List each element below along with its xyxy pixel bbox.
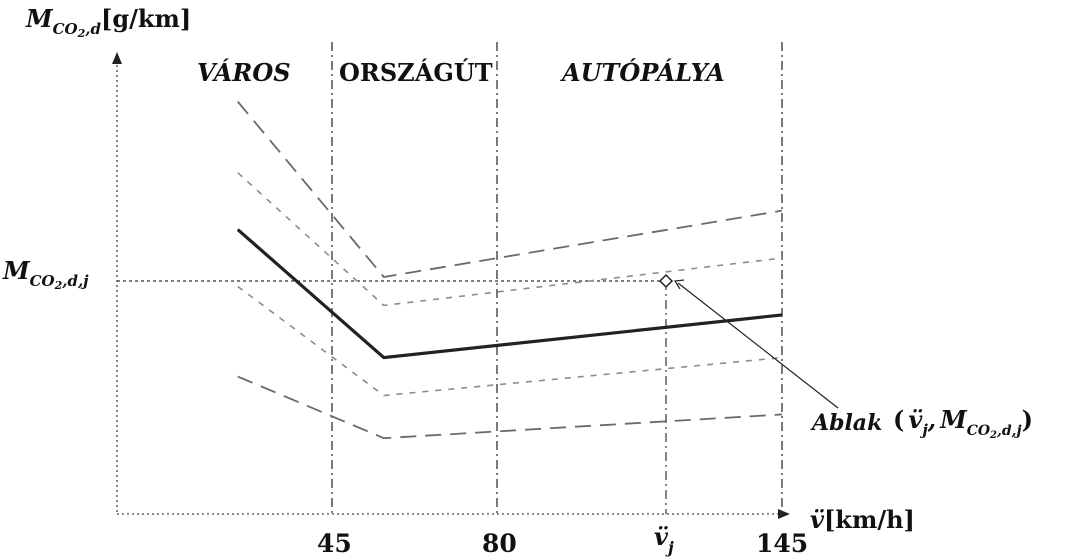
y-marker-sub: CO bbox=[30, 272, 55, 290]
series-line-4-dotted bbox=[237, 285, 783, 397]
annotation-arrow-icon bbox=[673, 279, 685, 290]
annotation-m: M bbox=[939, 405, 968, 434]
annotation-m-sub2: 2 bbox=[989, 430, 997, 441]
series-line-1-solid-bold bbox=[236, 228, 783, 360]
window-point-marker bbox=[658, 273, 674, 289]
annotation-close: ) bbox=[1022, 405, 1033, 434]
x-axis-title-unit: [km/h] bbox=[824, 505, 915, 534]
y-marker-label: MCO2,d,j bbox=[2, 256, 89, 292]
x-axis-title-main: v̈ bbox=[810, 505, 825, 534]
annotation-label: Ablak bbox=[810, 410, 882, 436]
series-layer bbox=[236, 101, 783, 440]
zone-label-autopalya: AUTÓPÁLYA bbox=[560, 58, 725, 87]
y-marker-sub3: ,d,j bbox=[61, 272, 89, 290]
x-tick-45: 45 bbox=[317, 529, 352, 557]
y-axis-title-sub2: 2 bbox=[77, 27, 86, 40]
annotation-tuple: (v̈j, MCO2,d,j) bbox=[893, 405, 1033, 441]
y-axis-title-main: M bbox=[25, 4, 54, 33]
x-tick-80: 80 bbox=[482, 529, 517, 557]
x-tick-vj-sub: j bbox=[665, 538, 674, 557]
series-line-5-dashed bbox=[237, 375, 783, 440]
series-line-2-dashed bbox=[237, 101, 783, 278]
y-marker-sub2: 2 bbox=[54, 279, 63, 292]
annotation-v-sub: j bbox=[919, 421, 928, 439]
y-axis-title-sub: CO bbox=[53, 20, 78, 38]
annotation-leader-line bbox=[677, 282, 839, 409]
y-axis-title-unit: [g/km] bbox=[101, 4, 191, 33]
annotation-m-sub3: ,d,j bbox=[996, 423, 1022, 439]
y-axis-title-sub3: ,d bbox=[84, 20, 101, 38]
series-line-3-dotted bbox=[237, 172, 783, 307]
y-axis-title: MCO2,d[g/km] bbox=[25, 4, 191, 40]
annotation-v: v̈ bbox=[908, 405, 923, 434]
x-tick-vj-main: v̈ bbox=[654, 522, 669, 551]
annotation-open: ( bbox=[893, 405, 904, 434]
x-tick-vj: v̈j bbox=[654, 522, 674, 557]
x-tick-145: 145 bbox=[756, 529, 808, 557]
annotation-sep: , bbox=[927, 405, 936, 434]
zone-label-varos: VÁROS bbox=[197, 58, 291, 87]
x-axis-arrow-icon bbox=[778, 509, 790, 519]
y-marker-main: M bbox=[2, 256, 31, 285]
annotation-m-sub: CO bbox=[967, 423, 991, 439]
x-axis-title: v̈[km/h] bbox=[810, 505, 915, 534]
y-axis-arrow-icon bbox=[112, 52, 122, 64]
zone-label-orszagut: ORSZÁGÚT bbox=[339, 58, 493, 87]
